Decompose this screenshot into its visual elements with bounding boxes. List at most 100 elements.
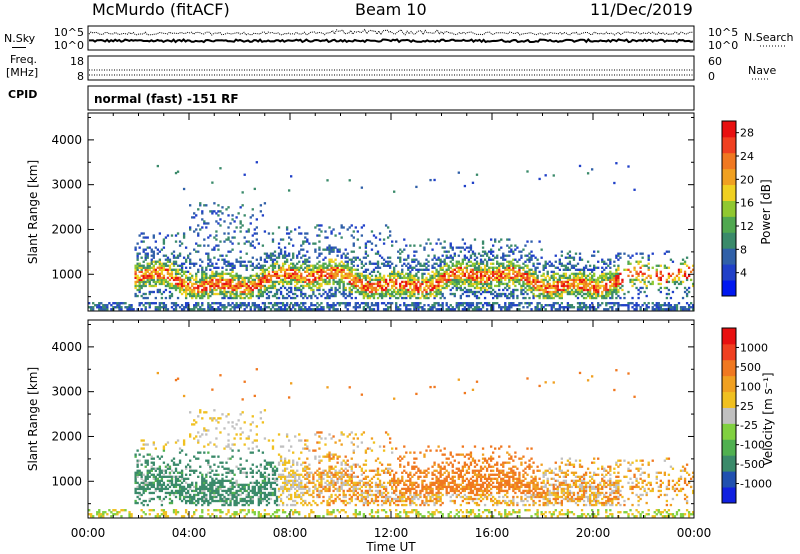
- velocity-cell: [164, 469, 168, 472]
- power-cell: [304, 236, 307, 239]
- power-cell: [413, 290, 416, 294]
- power-cell: [481, 304, 485, 307]
- power-cell: [176, 296, 180, 300]
- power-cell: [522, 272, 525, 276]
- power-cell: [304, 260, 307, 263]
- power-cell: [487, 270, 491, 273]
- power-cell: [92, 302, 95, 305]
- power-cell: [136, 276, 139, 280]
- cpid-panel: normal (fast) -151 RF: [87, 85, 695, 111]
- power-cell: [603, 288, 606, 292]
- power-cell: [152, 270, 155, 273]
- power-cell: [174, 288, 178, 292]
- power-cell: [273, 250, 277, 253]
- velocity-cell: [150, 483, 153, 487]
- power-cell: [526, 276, 529, 280]
- power-cell: [304, 258, 307, 261]
- power-cell: [651, 308, 654, 311]
- power-cell: [609, 290, 612, 294]
- power-cell: [540, 308, 543, 311]
- power-cell: [532, 264, 535, 267]
- power-cell: [556, 272, 559, 276]
- power-cell: [259, 264, 263, 267]
- power-cell: [168, 290, 172, 294]
- power-cell: [148, 266, 151, 269]
- power-cell: [605, 302, 608, 305]
- power-cell: [489, 258, 493, 261]
- power-cell: [681, 262, 685, 265]
- power-cell: [423, 294, 426, 298]
- power-cell: [229, 286, 232, 290]
- power-cell: [599, 280, 602, 284]
- power-cell: [328, 308, 331, 311]
- power-cell: [225, 238, 228, 241]
- power-cell: [597, 278, 600, 282]
- power-cell: [217, 274, 220, 278]
- power-cell: [138, 270, 141, 273]
- power-cell: [199, 244, 202, 247]
- power-cell: [378, 254, 382, 257]
- power-cell: [249, 306, 252, 309]
- power-cell: [516, 278, 519, 282]
- power-cell: [667, 304, 671, 307]
- velocity-cell: [217, 481, 220, 485]
- power-cell: [463, 302, 467, 305]
- power-cell: [134, 270, 137, 273]
- power-cell: [492, 268, 495, 271]
- power-cell: [326, 264, 329, 267]
- power-cell: [457, 270, 460, 273]
- power-cell: [211, 278, 214, 282]
- power-cell: [342, 252, 345, 255]
- power-cell: [271, 262, 275, 265]
- power-cell: [251, 284, 254, 288]
- power-cell: [590, 268, 594, 271]
- power-cell: [677, 270, 681, 273]
- power-cell: [461, 278, 465, 282]
- power-cell: [687, 290, 691, 294]
- power-cell: [510, 268, 513, 271]
- power-cell: [271, 252, 275, 255]
- velocity-cell: [205, 481, 208, 485]
- power-cell: [649, 276, 652, 280]
- power-cell: [514, 278, 517, 282]
- power-cell: [526, 264, 529, 267]
- power-cell: [522, 284, 525, 288]
- power-cell: [227, 302, 230, 305]
- power-cell: [691, 282, 695, 286]
- power-cell: [384, 286, 388, 290]
- power-cell: [388, 306, 392, 309]
- velocity-cell: [203, 451, 206, 454]
- power-cell: [283, 252, 287, 255]
- power-cell: [336, 272, 339, 276]
- power-cell: [479, 272, 483, 276]
- power-cell: [475, 302, 479, 305]
- power-cell: [439, 262, 442, 265]
- power-cell: [479, 286, 483, 290]
- power-cell: [409, 270, 412, 273]
- power-cell: [615, 292, 618, 296]
- power-cell: [249, 280, 252, 284]
- power-cell: [463, 248, 467, 251]
- power-cell: [191, 276, 194, 280]
- power-cell: [378, 278, 382, 282]
- power-cell: [564, 280, 568, 284]
- power-cell: [445, 282, 448, 286]
- power-cell: [447, 256, 450, 259]
- power-cell: [526, 306, 529, 309]
- power-cell: [635, 302, 638, 305]
- velocity-cell: [164, 515, 168, 518]
- power-cell: [449, 292, 452, 296]
- power-cell: [506, 308, 509, 311]
- power-cell: [485, 308, 489, 311]
- power-cell: [243, 296, 246, 300]
- power-cell: [366, 268, 370, 271]
- power-cell: [219, 240, 222, 243]
- power-cell: [344, 306, 347, 309]
- power-cell: [342, 264, 345, 267]
- power-cell: [364, 282, 368, 286]
- velocity-cell: [166, 467, 170, 470]
- power-cell: [659, 278, 662, 282]
- power-cell: [457, 171, 460, 174]
- power-cell: [586, 294, 590, 298]
